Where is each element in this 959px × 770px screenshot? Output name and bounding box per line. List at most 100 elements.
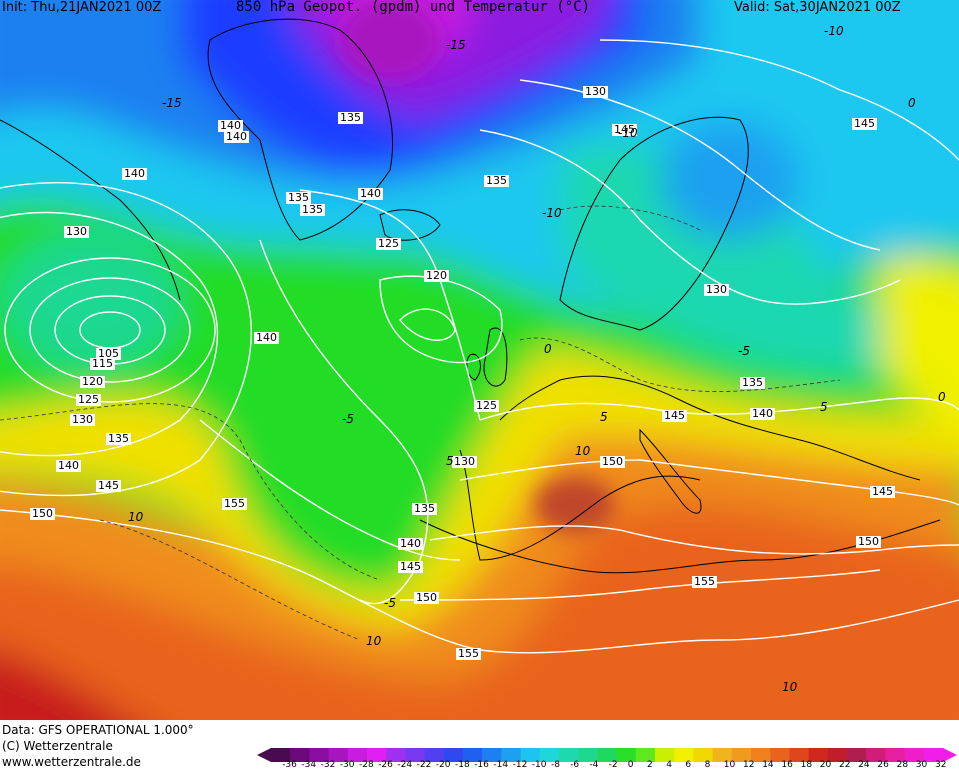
temperature-label: -15 bbox=[446, 38, 466, 52]
legend-swatch bbox=[866, 748, 886, 762]
contour-label: 125 bbox=[376, 237, 401, 250]
temperature-label: 10 bbox=[782, 680, 798, 694]
legend-swatch bbox=[424, 748, 445, 762]
init-time: Init: Thu,21JAN2021 00Z bbox=[2, 0, 162, 15]
temperature-label: -10 bbox=[824, 24, 844, 38]
valid-time: Valid: Sat,30JAN2021 00Z bbox=[734, 0, 901, 15]
legend-swatch bbox=[770, 748, 790, 762]
contour-label: 130 bbox=[452, 455, 477, 468]
temperature-label: 0 bbox=[544, 342, 552, 356]
contour-label: 145 bbox=[870, 485, 895, 498]
legend-tick-label: 30 bbox=[915, 760, 928, 770]
map-title: 850 hPa Geopot. (gpdm) und Temperatur (°… bbox=[236, 0, 591, 15]
legend-swatch bbox=[731, 748, 752, 762]
contour-label: 135 bbox=[484, 174, 509, 187]
legend-swatch bbox=[367, 748, 387, 762]
legend-tick-label: 6 bbox=[685, 760, 692, 770]
contour-label: 145 bbox=[96, 479, 121, 492]
legend-tick-label: -8 bbox=[551, 760, 560, 770]
legend-tick-label: -22 bbox=[416, 760, 432, 770]
contour-label: 135 bbox=[412, 502, 437, 515]
temperature-label: -10 bbox=[618, 126, 638, 140]
contour-label: 120 bbox=[80, 375, 105, 388]
temperature-label: -5 bbox=[738, 344, 750, 358]
legend-swatch bbox=[597, 748, 618, 762]
legend-swatch bbox=[885, 748, 906, 762]
temperature-label: -15 bbox=[162, 96, 182, 110]
contour-label: 150 bbox=[600, 455, 625, 468]
legend-swatch bbox=[789, 748, 810, 762]
contour-label: 150 bbox=[856, 535, 881, 548]
legend-tick-label: -36 bbox=[282, 760, 297, 770]
legend-tick-label: 28 bbox=[896, 760, 909, 770]
contour-label: 155 bbox=[692, 575, 717, 588]
contour-label: 140 bbox=[122, 167, 147, 180]
contour-label: 135 bbox=[338, 111, 363, 124]
legend-tick-label: 2 bbox=[647, 760, 653, 770]
contour-label: 140 bbox=[750, 407, 775, 420]
contour-label: 125 bbox=[474, 399, 499, 412]
legend-swatch bbox=[539, 748, 560, 762]
legend-swatch bbox=[386, 748, 406, 762]
legend-tick-label: -30 bbox=[339, 760, 355, 770]
legend-swatch bbox=[712, 748, 733, 762]
legend-swatch bbox=[290, 748, 310, 762]
contour-label: 140 bbox=[254, 331, 279, 344]
legend-swatch bbox=[923, 748, 944, 762]
legend-swatch bbox=[443, 748, 464, 762]
legend-tick-label: -12 bbox=[512, 760, 528, 770]
legend-swatch bbox=[751, 748, 771, 762]
legend-swatch bbox=[904, 748, 925, 762]
legend-tick-label: 16 bbox=[781, 760, 793, 770]
legend-tick-label: 26 bbox=[877, 760, 889, 770]
legend-swatch bbox=[559, 748, 579, 762]
contour-label: 145 bbox=[612, 123, 637, 136]
temperature-label: 10 bbox=[128, 510, 144, 524]
contour-label: 150 bbox=[30, 507, 55, 520]
website-url: www.wetterzentrale.de bbox=[2, 755, 141, 769]
contour-label: 140 bbox=[56, 459, 81, 472]
contour-label: 140 bbox=[398, 537, 423, 550]
contour-label: 125 bbox=[76, 393, 101, 406]
legend-tick-label: 14 bbox=[762, 760, 774, 770]
legend-tick-label: 24 bbox=[858, 760, 870, 770]
legend-tick-label: 20 bbox=[819, 760, 832, 770]
contour-label: 135 bbox=[740, 376, 765, 389]
legend-tick-label: 32 bbox=[935, 760, 947, 770]
contour-label: 135 bbox=[106, 432, 131, 445]
legend-right-arrow bbox=[943, 748, 957, 762]
legend-swatch bbox=[616, 748, 637, 762]
legend-tick-label: -20 bbox=[435, 760, 451, 770]
legend-swatch bbox=[463, 748, 483, 762]
legend-swatch bbox=[347, 748, 368, 762]
legend-swatch bbox=[501, 748, 522, 762]
legend-tick-label: -6 bbox=[570, 760, 580, 770]
contour-label: 130 bbox=[70, 413, 95, 426]
temperature-label: 5 bbox=[820, 400, 828, 414]
temperature-label: -5 bbox=[342, 412, 354, 426]
contour-label: 155 bbox=[456, 647, 481, 660]
legend-swatch bbox=[808, 748, 829, 762]
contour-label: 130 bbox=[704, 283, 729, 296]
legend-tick-label: -16 bbox=[474, 760, 489, 770]
weather-map bbox=[0, 0, 959, 720]
legend-tick-label: 0 bbox=[627, 760, 634, 770]
legend-tick-label: -14 bbox=[493, 760, 509, 770]
legend-swatch bbox=[847, 748, 867, 762]
legend-swatch bbox=[482, 748, 502, 762]
legend-tick-label: -28 bbox=[359, 760, 374, 770]
legend-swatch bbox=[635, 748, 656, 762]
legend-tick-label: -24 bbox=[397, 760, 413, 770]
legend-left-arrow bbox=[257, 748, 271, 762]
legend-tick-label: 4 bbox=[666, 760, 672, 770]
contour-label: 130 bbox=[583, 85, 608, 98]
contour-label: 145 bbox=[852, 117, 877, 130]
contour-label: 120 bbox=[424, 269, 449, 282]
legend-tick-label: 12 bbox=[743, 760, 755, 770]
legend-swatch bbox=[674, 748, 694, 762]
legend-swatch bbox=[309, 748, 330, 762]
legend-swatch bbox=[827, 748, 848, 762]
temperature-label: 10 bbox=[575, 444, 591, 458]
temperature-label: 5 bbox=[446, 454, 454, 468]
legend-swatch bbox=[271, 748, 291, 762]
